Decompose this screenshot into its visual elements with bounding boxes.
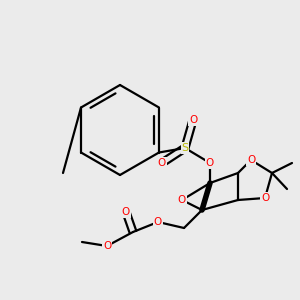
Text: O: O [122, 207, 130, 217]
Text: O: O [158, 158, 166, 168]
Text: O: O [103, 241, 111, 251]
Text: O: O [206, 158, 214, 168]
Text: S: S [182, 143, 189, 153]
Text: O: O [261, 193, 269, 203]
Text: O: O [154, 217, 162, 227]
Text: O: O [178, 195, 186, 205]
Text: O: O [247, 155, 255, 165]
Text: O: O [189, 115, 197, 125]
